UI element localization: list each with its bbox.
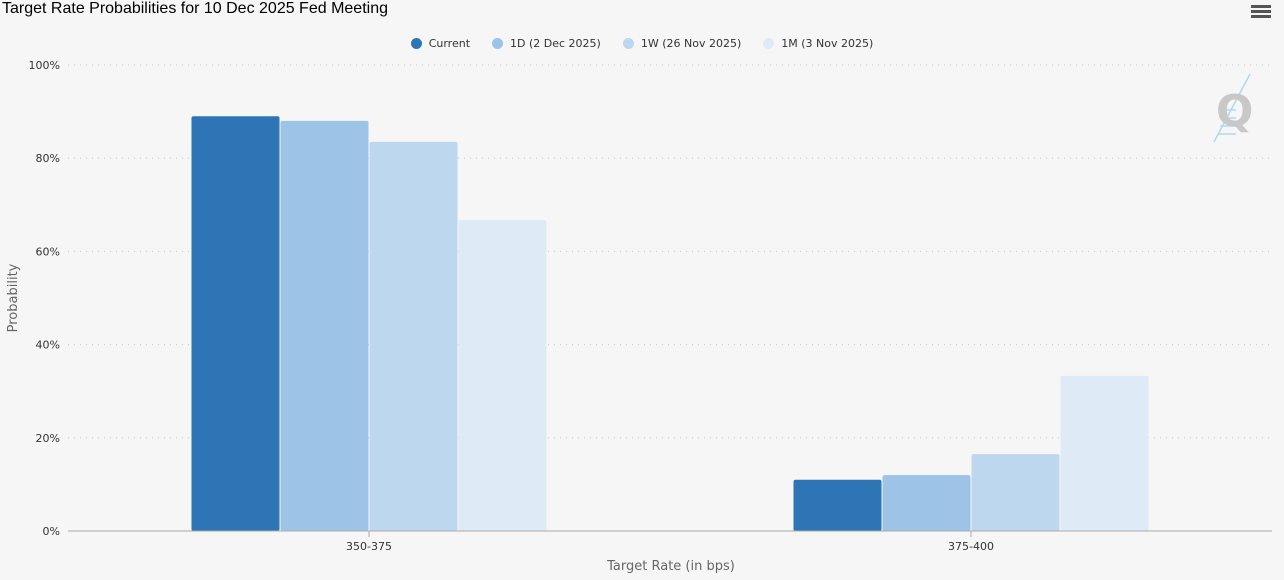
bars [191, 116, 1149, 532]
legend-marker-1w [622, 38, 634, 49]
bar-375-400-0[interactable] [793, 479, 882, 531]
bar-350-375-0[interactable] [191, 116, 280, 531]
y-tick-label: 100% [29, 59, 60, 72]
legend-marker-1d [492, 38, 504, 49]
y-tick-label: 20% [36, 432, 60, 445]
legend-item-1w[interactable]: 1W (26 Nov 2025) [622, 37, 742, 50]
x-axis-tick-labels: 350-375 375-400 [346, 531, 994, 553]
legend-item-current[interactable]: Current [410, 37, 471, 50]
legend-label-1w: 1W (26 Nov 2025) [640, 37, 742, 50]
bar-375-400-3[interactable] [1060, 375, 1149, 531]
x-tick-label: 375-400 [948, 540, 994, 553]
x-tick-label: 350-375 [346, 540, 392, 553]
bar-350-375-2[interactable] [369, 141, 458, 531]
y-axis-title: Probability [6, 263, 21, 332]
legend-marker-current [410, 38, 422, 49]
bar-375-400-2[interactable] [971, 454, 1060, 531]
x-axis-title: Target Rate (in bps) [606, 559, 735, 574]
quikstrike-q-logo-icon: Q [1213, 73, 1253, 143]
legend-item-1m[interactable]: 1M (3 Nov 2025) [763, 37, 873, 50]
bar-350-375-1[interactable] [280, 120, 369, 532]
legend-item-1d[interactable]: 1D (2 Dec 2025) [492, 37, 601, 50]
legend-marker-1m [763, 38, 775, 49]
legend-label-1m: 1M (3 Nov 2025) [781, 37, 874, 50]
y-tick-label: 0% [43, 525, 60, 538]
y-tick-label: 40% [36, 339, 60, 352]
y-axis-tick-labels: 0% 20% 40% 60% 80% 100% [29, 59, 60, 538]
y-tick-label: 80% [36, 152, 60, 165]
svg-text:Q: Q [1216, 86, 1253, 137]
bar-375-400-1[interactable] [882, 475, 971, 531]
legend: Current 1D (2 Dec 2025) 1W (26 Nov 2025)… [0, 37, 1284, 50]
chart-title: Target Rate Probabilities for 10 Dec 202… [2, 0, 388, 17]
legend-label-1d: 1D (2 Dec 2025) [510, 37, 601, 50]
bar-350-375-3[interactable] [458, 220, 547, 532]
legend-label-current: Current [428, 37, 471, 50]
hamburger-menu-icon[interactable] [1251, 5, 1271, 21]
y-tick-label: 60% [36, 245, 60, 258]
